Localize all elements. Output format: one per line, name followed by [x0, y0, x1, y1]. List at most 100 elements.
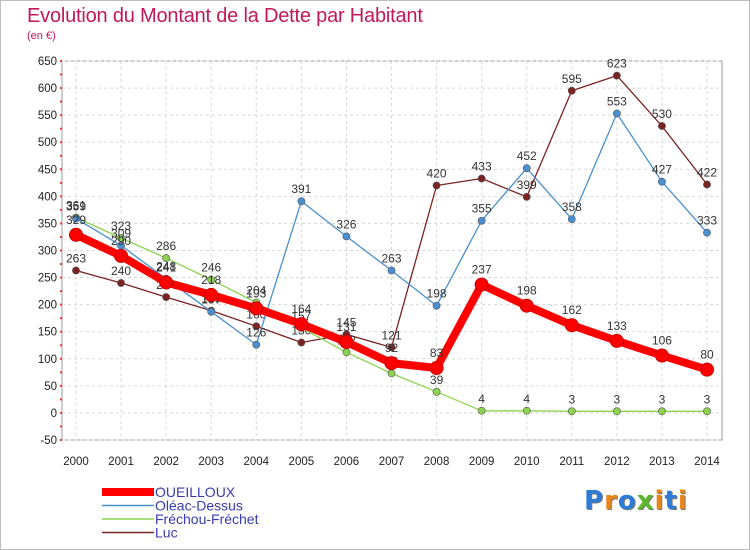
y-minor-tick — [60, 114, 62, 117]
data-point-oleac-dessus — [252, 340, 261, 349]
y-tick-label: 500 — [38, 137, 57, 149]
y-minor-tick — [60, 317, 62, 320]
data-label-frechou-frechet: 246 — [201, 261, 221, 275]
proxiti-logo: Proxiti — [584, 486, 688, 516]
data-label-oleac-dessus: 553 — [607, 95, 627, 109]
data-point-oleac-dessus — [703, 228, 711, 237]
data-point-oueilloux — [159, 275, 174, 290]
y-minor-tick — [60, 290, 62, 293]
data-label-luc: 530 — [652, 107, 672, 121]
data-label-oleac-dessus: 333 — [697, 214, 717, 228]
y-tick-label: 600 — [38, 83, 57, 95]
y-tick-label: 250 — [38, 273, 57, 285]
data-point-oleac-dessus — [342, 232, 351, 241]
data-label-oleac-dessus: 326 — [336, 217, 356, 231]
data-label-oueilloux: 83 — [430, 346, 444, 360]
x-tick-label: 2002 — [153, 456, 179, 468]
x-tick-label: 2001 — [108, 456, 134, 468]
y-tick-label: 400 — [38, 191, 57, 203]
data-label-oleac-dessus: 309 — [111, 227, 131, 241]
data-point-frechou-frechet — [432, 387, 441, 396]
data-label-oleac-dessus: 355 — [472, 202, 492, 216]
data-label-luc: 399 — [517, 178, 537, 192]
data-point-oleac-dessus — [72, 214, 80, 223]
x-tick-label: 2003 — [198, 456, 224, 468]
y-minor-tick — [60, 222, 62, 225]
data-point-oleac-dessus — [297, 197, 306, 206]
data-point-frechou-frechet — [342, 348, 351, 357]
y-tick-label: 50 — [44, 381, 57, 393]
data-point-oueilloux — [474, 277, 489, 292]
data-label-luc: 145 — [336, 315, 356, 329]
data-label-luc: 240 — [111, 264, 131, 278]
y-tick-label: 550 — [38, 110, 57, 122]
y-minor-tick — [60, 235, 62, 238]
data-label-frechou-frechet: 3 — [614, 392, 621, 406]
data-point-luc — [658, 122, 666, 130]
y-minor-tick — [60, 330, 62, 333]
data-label-frechou-frechet: 3 — [568, 392, 575, 406]
x-tick-label: 2012 — [604, 456, 630, 468]
y-minor-tick — [60, 303, 62, 306]
y-minor-tick — [60, 425, 62, 428]
data-point-oleac-dessus — [522, 164, 531, 173]
data-label-luc: 420 — [427, 167, 447, 181]
y-tick-label: 100 — [38, 354, 57, 366]
y-tick-label: 450 — [38, 164, 57, 176]
data-point-luc — [703, 180, 711, 189]
data-point-luc — [117, 279, 125, 287]
y-minor-tick — [60, 263, 62, 266]
data-label-oueilloux: 218 — [201, 273, 221, 287]
data-label-oleac-dessus: 126 — [246, 326, 266, 340]
data-label-oueilloux: 106 — [652, 334, 672, 348]
x-tick-label: 2005 — [289, 456, 315, 468]
y-minor-tick — [60, 181, 62, 184]
data-label-frechou-frechet: 3 — [704, 392, 711, 406]
data-label-luc: 121 — [381, 328, 401, 342]
data-label-frechou-frechet: 39 — [430, 373, 444, 387]
y-minor-tick — [60, 357, 62, 360]
data-point-oleac-dessus — [658, 177, 666, 186]
legend-label: OUEILLOUX — [155, 484, 236, 500]
data-label-frechou-frechet: 204 — [246, 283, 266, 297]
y-tick-label: 0 — [51, 408, 57, 420]
y-minor-tick — [60, 276, 62, 279]
data-point-luc — [567, 86, 576, 95]
y-minor-tick — [60, 208, 62, 211]
data-label-oleac-dessus: 359 — [66, 200, 86, 214]
data-point-oueilloux — [700, 362, 714, 377]
data-label-oueilloux: 241 — [156, 260, 176, 274]
data-point-frechou-frechet — [522, 406, 531, 415]
y-tick-label: 150 — [38, 327, 57, 339]
data-point-oleac-dessus — [567, 215, 576, 223]
legend-label: Fréchou-Fréchet — [155, 511, 259, 527]
data-point-luc — [612, 71, 621, 80]
y-minor-tick — [60, 249, 62, 252]
data-point-luc — [522, 192, 531, 201]
data-label-oueilloux: 131 — [336, 320, 356, 334]
data-point-frechou-frechet — [612, 407, 621, 416]
y-tick-label: 650 — [38, 56, 57, 68]
x-tick-label: 2009 — [469, 456, 495, 468]
data-label-luc: 422 — [697, 165, 717, 179]
data-label-oueilloux: 290 — [111, 234, 131, 248]
data-point-oueilloux — [114, 248, 129, 263]
data-label-oleac-dessus: 452 — [517, 149, 537, 163]
data-point-oueilloux — [339, 335, 354, 350]
x-tick-label: 2004 — [243, 456, 269, 468]
data-point-oueilloux — [204, 287, 219, 302]
data-label-oleac-dessus: 358 — [562, 200, 582, 214]
data-label-oueilloux: 133 — [607, 319, 627, 333]
data-point-luc — [297, 338, 306, 347]
data-point-oueilloux — [564, 318, 579, 333]
data-point-oleac-dessus — [207, 307, 216, 316]
data-point-oleac-dessus — [477, 216, 486, 225]
y-minor-tick — [60, 411, 62, 414]
x-tick-label: 2013 — [649, 456, 675, 468]
data-point-oleac-dessus — [387, 266, 396, 275]
y-minor-tick — [60, 344, 62, 347]
y-minor-tick — [60, 371, 62, 374]
chart-title: Evolution du Montant de la Dette par Hab… — [27, 5, 423, 27]
data-point-frechou-frechet — [387, 369, 396, 378]
